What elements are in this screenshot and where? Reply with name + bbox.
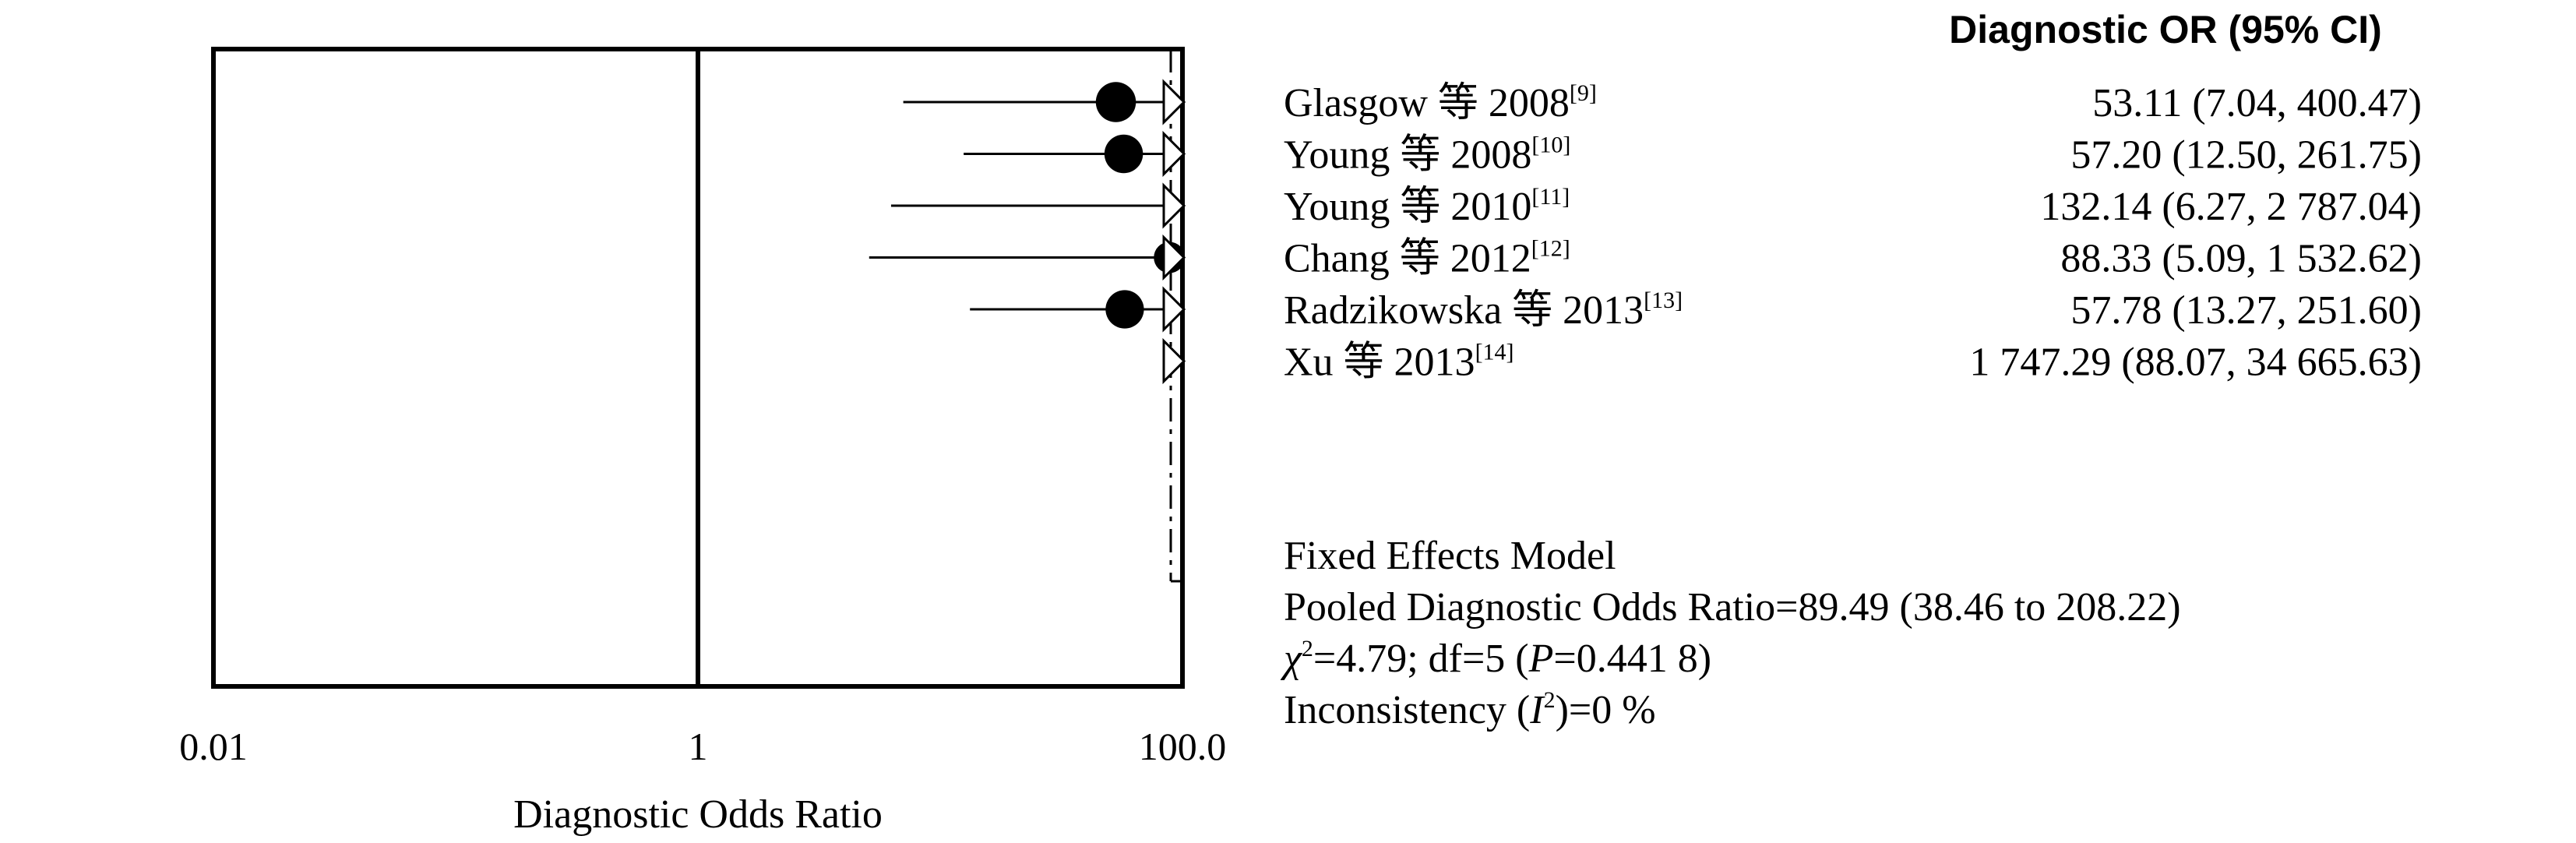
- study-ref: [11]: [1531, 184, 1570, 210]
- study-label: Chang 等 2012[12]: [1284, 236, 1570, 281]
- study-name: Young 等 2008: [1284, 133, 1531, 178]
- p-value: =0.441 8): [1553, 637, 1711, 681]
- ci-values: 53.11 (7.04, 400.47) 57.20 (12.50, 261.75…: [1969, 81, 2422, 385]
- heterogeneity-text: χ2=4.79; df=5 (P=0.441 8): [1280, 636, 1711, 681]
- ci-value: 1 747.29 (88.07, 34 665.63): [1969, 340, 2422, 385]
- study-name: Glasgow 等 2008: [1284, 81, 1570, 125]
- chi-exponent: 2: [1302, 636, 1313, 661]
- ci-value: 57.20 (12.50, 261.75): [2070, 133, 2422, 178]
- ci-arrow: [1162, 182, 1186, 229]
- study-label: Young 等 2008[10]: [1284, 132, 1570, 178]
- chi-symbol: χ: [1280, 637, 1302, 681]
- study-marks: [869, 79, 1186, 385]
- study-name: Radzikowska 等 2013: [1284, 288, 1644, 333]
- ci-value: 88.33 (5.09, 1 532.62): [2060, 237, 2422, 281]
- p-symbol: P: [1528, 637, 1554, 681]
- ci-value: 57.78 (13.27, 251.60): [2070, 288, 2422, 333]
- x-tick-label: 1: [689, 725, 708, 768]
- study-name: Chang 等 2012: [1284, 237, 1531, 281]
- study-labels: Glasgow 等 2008[9]Young 等 2008[10]Young 等…: [1284, 80, 1683, 385]
- model-label: Fixed Effects Model: [1284, 534, 1616, 578]
- i-exponent: 2: [1544, 687, 1556, 713]
- ci-arrow: [1162, 130, 1186, 178]
- study-ref: [9]: [1570, 80, 1597, 106]
- point-estimate: [1095, 82, 1136, 122]
- study-label: Radzikowska 等 2013[13]: [1284, 287, 1683, 333]
- study-ref: [13]: [1644, 287, 1683, 313]
- study-label: Young 等 2010[11]: [1284, 184, 1570, 229]
- point-estimate: [1104, 134, 1144, 174]
- ci-arrow: [1162, 234, 1186, 281]
- ci-value: 53.11 (7.04, 400.47): [2092, 81, 2422, 125]
- study-label: Glasgow 等 2008[9]: [1284, 80, 1597, 125]
- ci-arrow: [1162, 79, 1186, 125]
- study-ref: [12]: [1531, 236, 1570, 262]
- study-ref: [10]: [1531, 132, 1570, 158]
- inconsistency-value: )=0 %: [1556, 688, 1656, 732]
- point-estimate: [1105, 290, 1144, 329]
- study-label: Xu 等 2013[14]: [1284, 340, 1514, 385]
- ci-arrow: [1162, 337, 1186, 385]
- inconsistency-text: Inconsistency (I2)=0 %: [1284, 687, 1656, 732]
- chi-values: =4.79; df=5 (: [1313, 637, 1529, 681]
- column-header: Diagnostic OR (95% CI): [1949, 8, 2382, 51]
- pooled-or-text: Pooled Diagnostic Odds Ratio=89.49 (38.4…: [1284, 585, 2181, 630]
- study-ref: [14]: [1475, 340, 1514, 365]
- study-name: Young 等 2010: [1284, 185, 1531, 229]
- ci-arrow: [1162, 286, 1186, 333]
- i-symbol: I: [1529, 688, 1545, 732]
- study-name: Xu 等 2013: [1284, 340, 1475, 385]
- inconsistency-prefix: Inconsistency (: [1284, 688, 1530, 732]
- x-tick-label: 100.0: [1139, 725, 1227, 768]
- ci-value: 132.14 (6.27, 2 787.04): [2040, 185, 2422, 229]
- x-tick-label: 0.01: [179, 725, 248, 768]
- x-axis-label: Diagnostic Odds Ratio: [513, 792, 883, 837]
